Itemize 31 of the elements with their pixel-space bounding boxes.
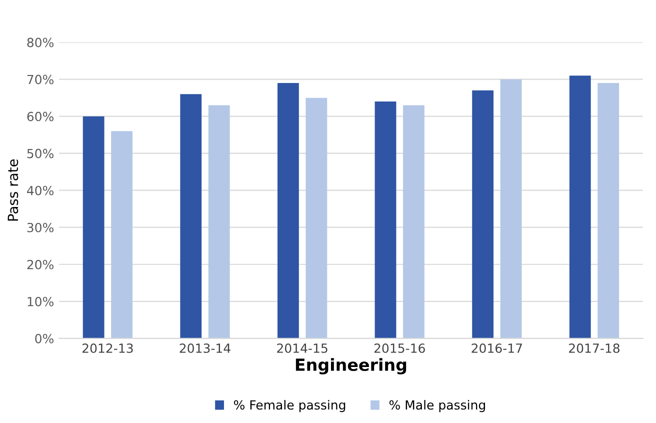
- y-tick-label: 50%: [27, 148, 54, 158]
- y-tick-label: 80%: [27, 38, 54, 48]
- legend-label: % Male passing: [389, 400, 485, 412]
- y-tick-label: 10%: [28, 296, 54, 306]
- legend-label: % Female passing: [234, 400, 346, 412]
- y-tick-label: 0%: [35, 334, 54, 344]
- bar: [82, 116, 104, 338]
- bar: [472, 90, 494, 338]
- x-tick-label: 2015-16: [374, 343, 425, 353]
- y-tick-label: 60%: [27, 112, 54, 122]
- y-tick-label: 70%: [27, 74, 54, 84]
- bar: [277, 83, 299, 338]
- bar: [598, 83, 620, 338]
- bar: [403, 105, 424, 338]
- x-tick-label: 2016-17: [472, 343, 522, 353]
- bar: [569, 76, 591, 338]
- bar: [208, 105, 230, 338]
- y-axis-title: Pass rate: [8, 159, 18, 221]
- x-tick-label: 2014-15: [277, 343, 328, 353]
- x-tick-label: 2013-14: [180, 343, 230, 353]
- bar: [306, 98, 328, 338]
- y-tick-label: 20%: [27, 260, 54, 270]
- y-tick-label: 40%: [27, 186, 54, 196]
- x-tick-label: 2017-18: [569, 343, 620, 353]
- y-tick-label: 30%: [27, 222, 54, 232]
- bar: [500, 79, 522, 338]
- x-tick-label: 2012-13: [82, 343, 133, 353]
- bar: [374, 102, 396, 338]
- x-axis-title: Engineering: [296, 358, 406, 374]
- bar: [111, 131, 133, 338]
- bar: [180, 94, 202, 338]
